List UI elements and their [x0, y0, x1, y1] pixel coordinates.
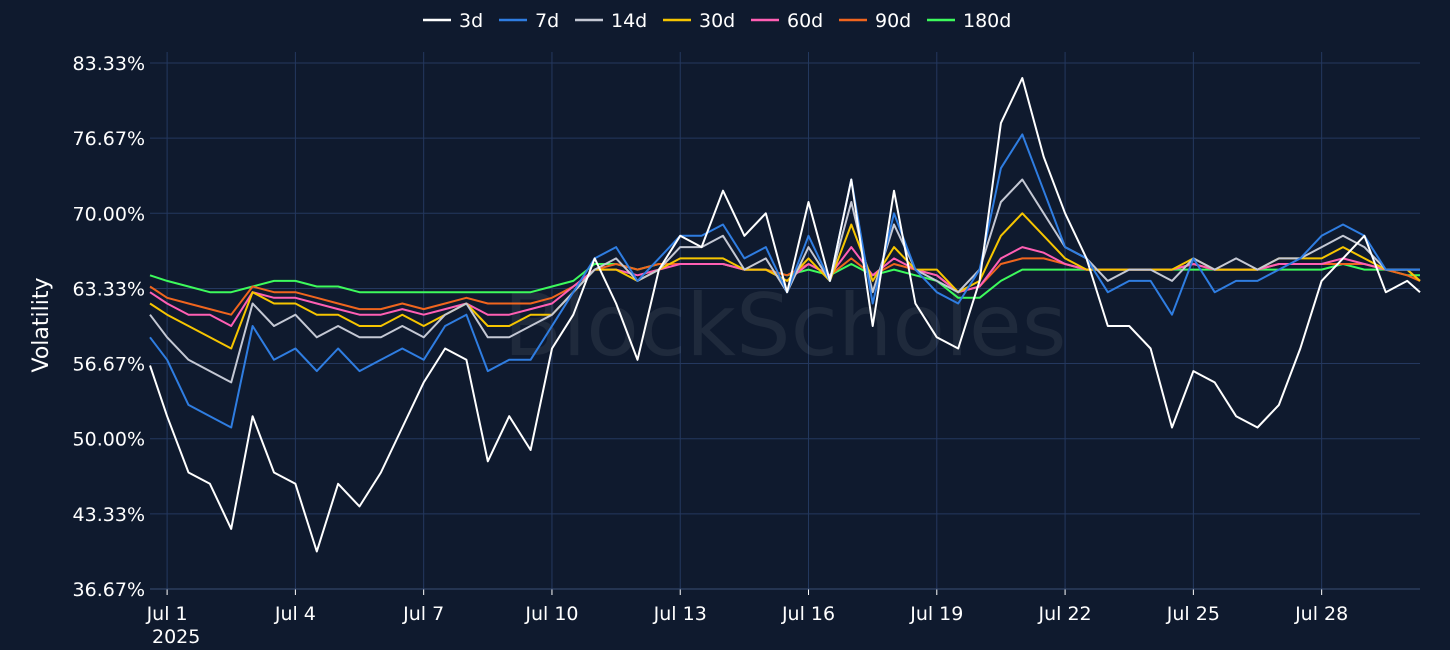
- legend-label: 60d: [787, 10, 823, 32]
- x-axis-ticks: Jul 1 Jul 4 Jul 7 Jul 10 Jul 13 Jul 16 Jul 19 J…: [146, 603, 1349, 625]
- y-tick-label: 63.33%: [73, 278, 145, 300]
- y-tick-label: 50.00%: [73, 429, 145, 451]
- y-tick-label: 70.00%: [73, 203, 145, 225]
- legend-label: 30d: [699, 10, 735, 32]
- x-tick-label: Jul 22: [1038, 603, 1092, 625]
- series-layer: [149, 77, 1421, 553]
- legend-label: 90d: [875, 10, 911, 32]
- legend-item-3d[interactable]: 3d: [423, 10, 483, 32]
- x-tick-label: Jul 16: [781, 603, 835, 625]
- legend: 3d 7d 14d 30d 60d 90d 180d: [423, 10, 1011, 32]
- x-tick-label: Jul 13: [653, 603, 707, 625]
- series-line-3d: [149, 77, 1421, 553]
- watermark: BlockScholes: [503, 276, 1066, 376]
- x-tick-label: Jul 10: [524, 603, 578, 625]
- x-tick-label: Jul 4: [274, 603, 316, 625]
- legend-item-60d[interactable]: 60d: [751, 10, 823, 32]
- legend-item-90d[interactable]: 90d: [839, 10, 911, 32]
- y-tick-label: 83.33%: [73, 53, 145, 75]
- legend-item-14d[interactable]: 14d: [575, 10, 647, 32]
- y-axis-label: Volatility: [29, 277, 54, 372]
- x-tick-label: Jul 28: [1294, 603, 1348, 625]
- y-tick-label: 36.67%: [73, 579, 145, 601]
- legend-item-30d[interactable]: 30d: [663, 10, 735, 32]
- legend-label: 14d: [611, 10, 647, 32]
- x-tick-label: Jul 1: [146, 603, 188, 625]
- y-axis-ticks: 83.33% 76.67% 70.00% 63.33% 56.67% 50.00% 43.3…: [73, 53, 145, 601]
- legend-label: 3d: [459, 10, 483, 32]
- y-tick-label: 43.33%: [73, 504, 145, 526]
- x-tick-label: Jul 19: [909, 603, 963, 625]
- y-tick-label: 56.67%: [73, 354, 145, 376]
- legend-label: 7d: [535, 10, 559, 32]
- x-axis-year-label: 2025: [152, 626, 200, 648]
- legend-label: 180d: [963, 10, 1011, 32]
- legend-item-180d[interactable]: 180d: [927, 10, 1011, 32]
- x-tick-label: Jul 25: [1166, 603, 1220, 625]
- legend-item-7d[interactable]: 7d: [499, 10, 559, 32]
- x-tick-label: Jul 7: [402, 603, 444, 625]
- chart-grid: [150, 52, 1420, 595]
- y-tick-label: 76.67%: [73, 128, 145, 150]
